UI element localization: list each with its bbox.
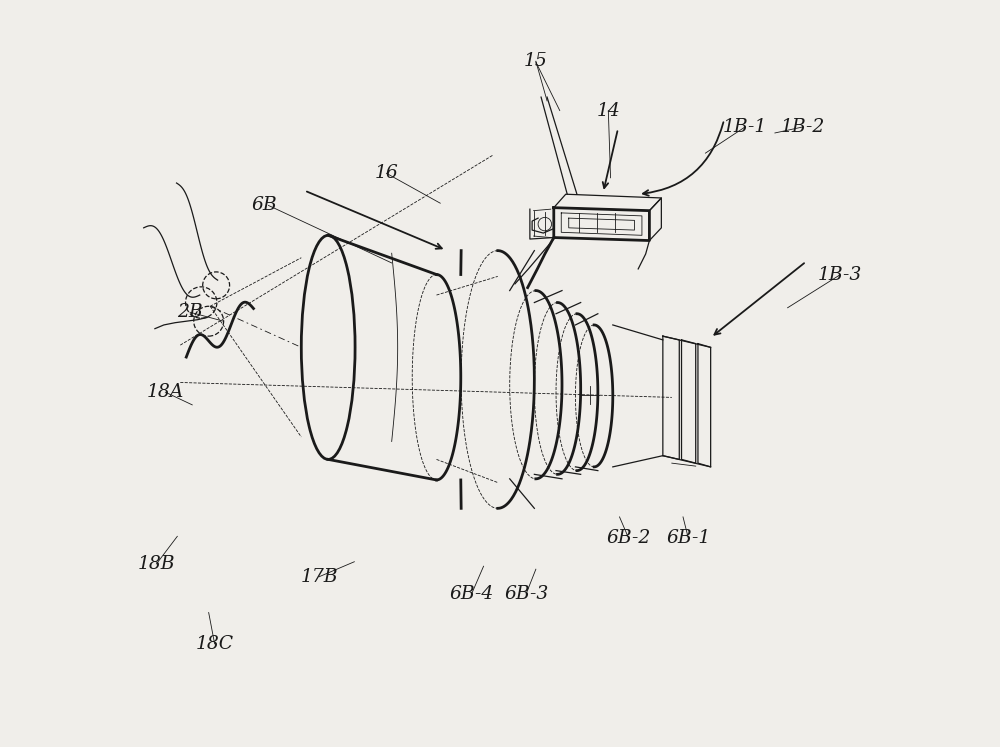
Text: 6B: 6B bbox=[252, 196, 278, 214]
Text: 6B-1: 6B-1 bbox=[666, 529, 710, 547]
Text: 2B: 2B bbox=[177, 303, 203, 321]
Text: 17B: 17B bbox=[300, 568, 338, 586]
Text: 6B-4: 6B-4 bbox=[449, 585, 494, 603]
Text: 16: 16 bbox=[375, 164, 398, 182]
Text: 1B-2: 1B-2 bbox=[780, 118, 825, 136]
Text: 1B-1: 1B-1 bbox=[723, 118, 767, 136]
Text: 6B-3: 6B-3 bbox=[504, 585, 548, 603]
Text: 18C: 18C bbox=[196, 635, 234, 653]
Text: 14: 14 bbox=[596, 102, 620, 120]
Text: 18B: 18B bbox=[138, 555, 175, 573]
Text: 18A: 18A bbox=[147, 383, 184, 401]
Text: 15: 15 bbox=[524, 52, 548, 70]
Text: 6B-2: 6B-2 bbox=[606, 529, 651, 547]
Text: 1B-3: 1B-3 bbox=[818, 266, 862, 284]
